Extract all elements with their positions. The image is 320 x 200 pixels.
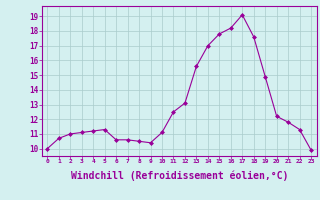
X-axis label: Windchill (Refroidissement éolien,°C): Windchill (Refroidissement éolien,°C) bbox=[70, 170, 288, 181]
